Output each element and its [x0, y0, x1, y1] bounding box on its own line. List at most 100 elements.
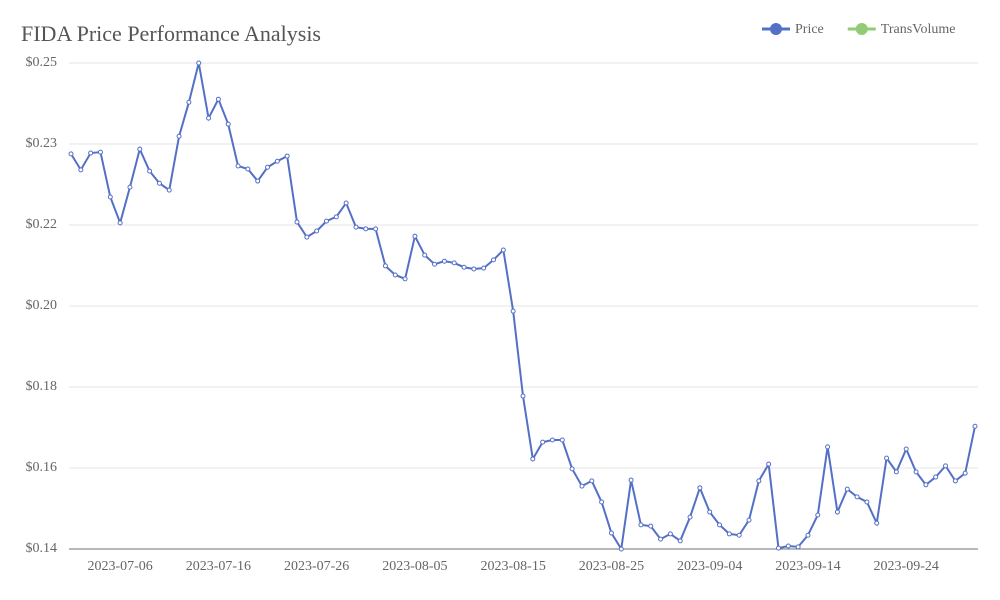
point [68, 151, 74, 157]
point [746, 517, 752, 523]
point [844, 486, 850, 492]
x-tick-label: 2023-09-04 [677, 559, 742, 574]
point [943, 463, 949, 469]
point [274, 158, 280, 164]
point [294, 219, 300, 225]
point [235, 163, 241, 169]
point [245, 166, 251, 172]
x-tick-label: 2023-07-06 [87, 559, 152, 574]
point [147, 168, 153, 174]
point [461, 264, 467, 270]
point [638, 522, 644, 528]
point [176, 133, 182, 139]
point [156, 180, 162, 186]
x-tick-label: 2023-07-26 [284, 559, 349, 574]
point [775, 545, 781, 551]
point [97, 149, 103, 155]
point [667, 531, 673, 537]
point [363, 226, 369, 232]
point [913, 469, 919, 475]
point [206, 115, 212, 121]
y-tick-label: $0.22 [26, 217, 58, 232]
x-tick-label: 2023-07-16 [186, 559, 251, 574]
point [333, 214, 339, 220]
point [952, 478, 958, 484]
point [491, 257, 497, 263]
point [834, 509, 840, 515]
point [815, 512, 821, 518]
point [107, 194, 113, 200]
point [343, 200, 349, 206]
x-tick-label: 2023-09-24 [874, 559, 939, 574]
point [353, 224, 359, 230]
point [933, 474, 939, 480]
point [88, 150, 94, 156]
y-tick-label: $0.20 [26, 298, 58, 313]
y-tick-label: $0.14 [26, 541, 58, 556]
point [481, 265, 487, 271]
point [874, 520, 880, 526]
point [923, 482, 929, 488]
point [962, 470, 968, 476]
y-tick-label: $0.25 [26, 55, 58, 70]
point [196, 60, 202, 66]
chart-title: FIDA Price Performance Analysis [21, 21, 321, 46]
point [648, 523, 654, 529]
point [707, 509, 713, 515]
x-tick-label: 2023-08-15 [481, 559, 546, 574]
point [893, 469, 899, 475]
point [658, 536, 664, 542]
point [717, 522, 723, 528]
point [559, 437, 565, 443]
point [451, 260, 457, 266]
point [530, 456, 536, 462]
point [628, 477, 634, 483]
point [441, 258, 447, 264]
point [972, 423, 978, 429]
point [137, 146, 143, 152]
x-tick-label: 2023-08-25 [579, 559, 644, 574]
point [402, 276, 408, 282]
y-tick-label: $0.23 [26, 136, 58, 151]
point [323, 218, 329, 224]
point [589, 478, 595, 484]
point [265, 164, 271, 170]
point [284, 153, 290, 159]
point [432, 261, 438, 267]
point [422, 252, 428, 258]
point [314, 228, 320, 234]
point [569, 466, 575, 472]
x-tick-label: 2023-08-05 [382, 559, 447, 574]
point [805, 532, 811, 538]
point [825, 444, 831, 450]
point [579, 483, 585, 489]
point [903, 446, 909, 452]
point [471, 266, 477, 272]
point [785, 543, 791, 549]
point [225, 121, 231, 127]
point [186, 99, 192, 105]
point [127, 184, 133, 190]
point [255, 178, 261, 184]
legend-label: TransVolume [881, 22, 956, 37]
point [540, 439, 546, 445]
point [500, 247, 506, 253]
point [864, 499, 870, 505]
point [884, 455, 890, 461]
point [599, 499, 605, 505]
point [117, 220, 123, 226]
legend-marker [770, 23, 782, 35]
point [549, 437, 555, 443]
point [304, 234, 310, 240]
point [382, 263, 388, 269]
point [766, 461, 772, 467]
legend-label: Price [795, 22, 824, 37]
point [756, 478, 762, 484]
point [736, 532, 742, 538]
point [520, 393, 526, 399]
point [510, 308, 516, 314]
point [392, 272, 398, 278]
point [608, 530, 614, 536]
point [78, 167, 84, 173]
